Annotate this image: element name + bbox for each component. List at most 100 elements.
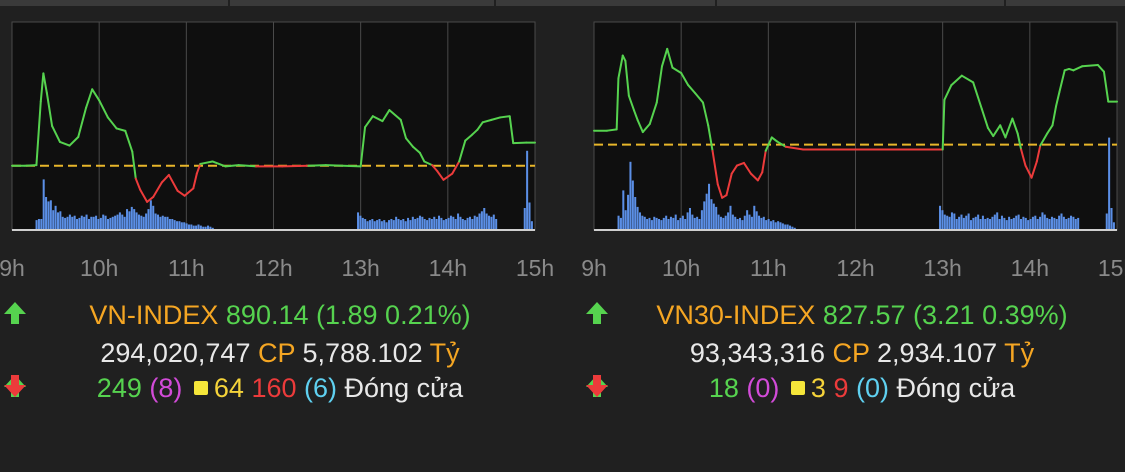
price-line-segment <box>24 164 38 167</box>
volume-bar <box>71 216 74 230</box>
volume-bar <box>402 219 405 230</box>
market-status: Đóng cửa <box>344 373 464 403</box>
volume-bar <box>1065 219 1068 230</box>
volume-bar <box>361 217 364 230</box>
unit-label: Tỷ <box>429 338 460 368</box>
volume-bar <box>99 217 102 230</box>
volume-bar <box>42 179 45 230</box>
price-line-segment <box>371 115 384 123</box>
x-tick-label: 10h <box>80 255 118 281</box>
cp-label: CP <box>832 338 870 368</box>
volume-bar <box>1053 217 1056 230</box>
volume-bar <box>418 215 421 230</box>
x-tick-label: 15h <box>1098 255 1125 281</box>
volume-bar <box>969 220 973 230</box>
volume-bar <box>677 220 680 230</box>
volume-bar <box>430 219 433 230</box>
price-line-segment <box>730 164 738 175</box>
volume-bar <box>433 216 436 230</box>
advancers-count: 18 <box>708 373 739 403</box>
vn30-index-chart[interactable]: 9h 10h 11h 12h 13h 14h 15h <box>582 0 1125 290</box>
volume-bar <box>59 211 62 230</box>
decliners-count: 9 <box>833 373 849 403</box>
price-line-segment <box>999 124 1007 139</box>
volume-bar <box>941 210 944 230</box>
price-line-segment <box>68 136 80 147</box>
volume-bar <box>135 212 138 230</box>
volume-bar <box>1012 217 1015 230</box>
volume-bar <box>80 215 83 230</box>
volume-bar <box>710 199 713 230</box>
volume-bar <box>442 220 445 230</box>
volume-bar <box>407 217 410 230</box>
volume-bar <box>658 219 661 230</box>
volume-bar <box>939 205 942 230</box>
price-line-segment <box>784 145 805 151</box>
volume-bar <box>998 219 1001 230</box>
price-line-segment <box>134 177 142 191</box>
volume-bar <box>383 220 386 230</box>
volume-bar <box>357 212 360 230</box>
floor-count: (0) <box>856 373 889 403</box>
price-line-segment <box>98 99 109 119</box>
volume-bar <box>142 216 145 230</box>
price-line-segment <box>324 164 362 168</box>
unchanged-square-icon <box>193 381 208 396</box>
x-tick-label: 14h <box>429 255 467 281</box>
volume-bar <box>530 221 533 230</box>
arrow-up-icon <box>4 302 26 324</box>
volume-bar <box>1077 217 1080 230</box>
vn30-index-panel[interactable]: 9h 10h 11h 12h 13h 14h 15h VN30-INDEX 827.57 (… <box>582 0 1125 472</box>
volume-bar <box>948 216 951 230</box>
volume-bar <box>724 215 727 230</box>
unchanged-count: 3 <box>810 373 826 403</box>
volume-bar <box>672 217 675 230</box>
unit-label: Tỷ <box>1004 338 1035 368</box>
volume-bar <box>627 194 630 230</box>
price-line-segment <box>980 108 989 130</box>
volume-bar <box>1112 222 1115 230</box>
volume-bar <box>743 215 746 230</box>
volume-bar <box>1000 215 1003 230</box>
unchanged-square-icon <box>790 381 805 396</box>
index-value: 827.57 <box>822 300 906 330</box>
volume-bar <box>686 212 689 230</box>
price-line-segment <box>192 172 198 190</box>
price-line-segment <box>1024 164 1033 179</box>
volume-bar <box>1058 215 1061 230</box>
volume-bar <box>485 213 488 230</box>
vn-index-chart[interactable]: 9h 10h 11h 12h 13h 14h 15h <box>0 0 560 290</box>
ceiling-count: (8) <box>149 373 183 403</box>
price-line-segment <box>195 162 202 175</box>
index-change: (1.89 0.21%) <box>316 300 471 330</box>
volume-bar <box>991 216 994 230</box>
volume-bar <box>1074 219 1077 230</box>
volume-bar <box>727 212 730 230</box>
price-line-segment <box>1072 65 1084 72</box>
volume-bar <box>1110 208 1113 230</box>
volume-bar <box>180 222 183 230</box>
volume-bar <box>624 210 627 230</box>
volume-bar <box>147 209 150 230</box>
volume-bar <box>483 208 486 230</box>
volume-bar <box>40 219 43 230</box>
x-tick-label: 15h <box>516 255 554 281</box>
price-line-segment <box>725 172 733 197</box>
vn-index-panel[interactable]: 9h 10h 11h 12h 13h 14h 15h VN-INDEX 890.14 (1.… <box>0 0 560 472</box>
volume-bar <box>523 208 526 230</box>
volume-bar <box>1043 214 1046 230</box>
volume-bar <box>786 224 789 230</box>
volume-bar <box>190 224 193 230</box>
volume-bar <box>981 215 984 230</box>
x-tick-label: 13h <box>923 255 961 281</box>
volume-bar <box>178 221 181 230</box>
volume-bar <box>667 219 670 230</box>
volume-bar <box>528 202 531 230</box>
top-bar-divider <box>228 0 230 6</box>
volume-bar <box>1041 212 1044 230</box>
volume-bar <box>1072 216 1075 230</box>
volume-bar <box>662 217 665 230</box>
volume-bar <box>1046 217 1049 230</box>
volume-bar <box>478 213 481 230</box>
volume-bar <box>617 215 620 230</box>
